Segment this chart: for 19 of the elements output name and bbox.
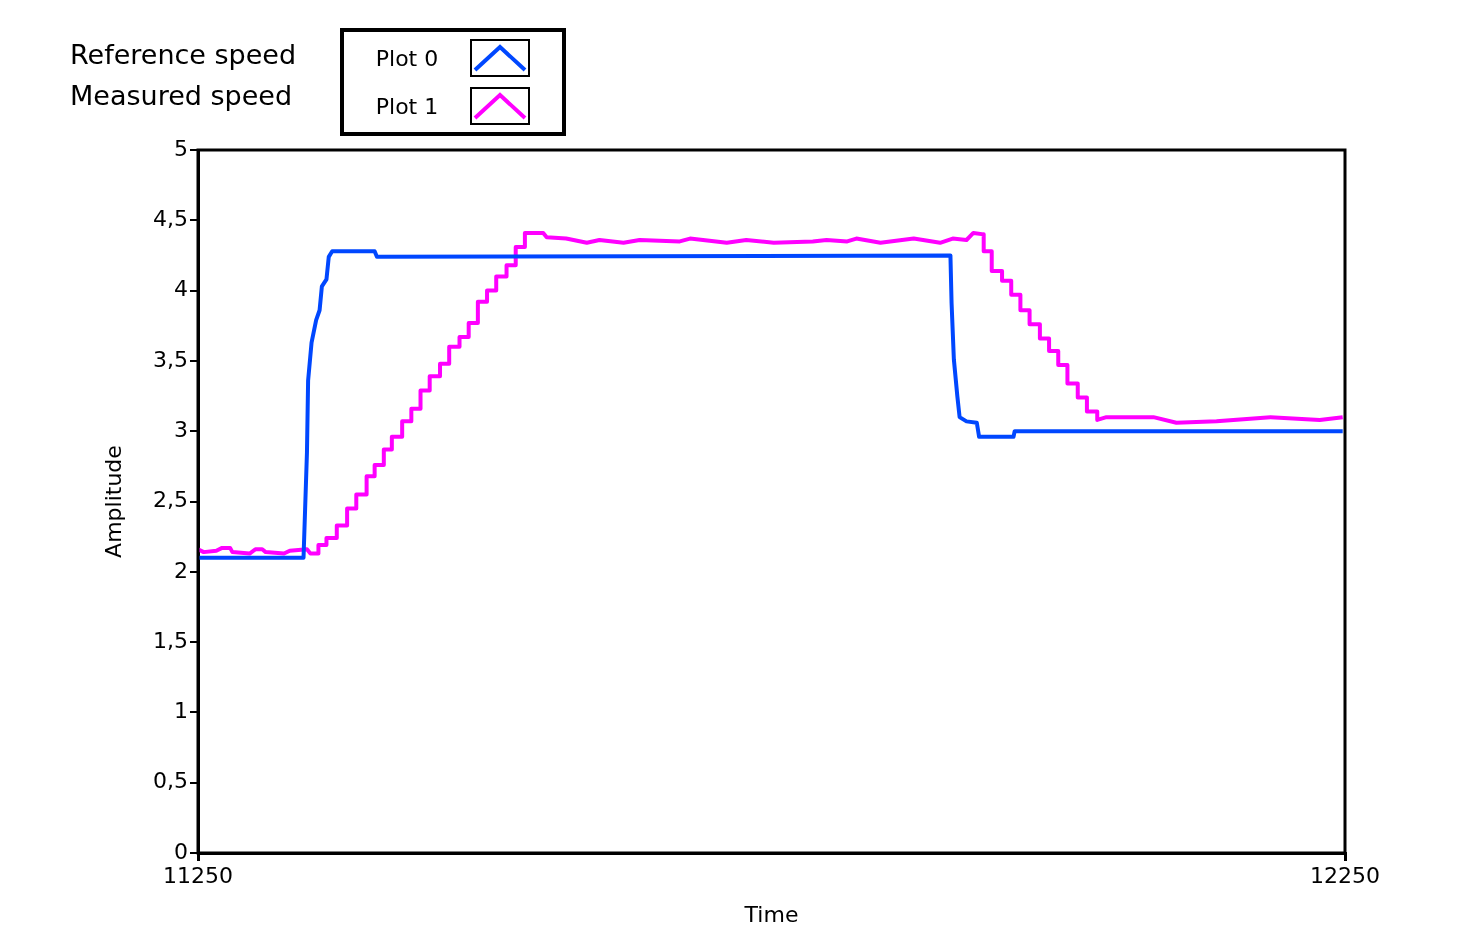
y-tick-label: 3,5 xyxy=(153,346,188,372)
y-tick-label: 2,5 xyxy=(153,487,188,513)
x-tick-label: 12250 xyxy=(1310,862,1380,888)
y-tick-label: 5 xyxy=(174,135,188,161)
y-tick-label: 0 xyxy=(174,838,188,864)
y-axis-title: Amplitude xyxy=(100,445,126,558)
y-tick-label: 4 xyxy=(174,276,188,302)
y-tick-label: 1 xyxy=(174,698,188,724)
y-tick-label: 1,5 xyxy=(153,627,188,653)
y-tick-label: 3 xyxy=(174,416,188,442)
y-tick-label: 0,5 xyxy=(153,768,188,794)
legend-label: Plot 0 xyxy=(374,45,440,71)
text: Measured speed xyxy=(70,79,294,113)
x-tick-label: 11250 xyxy=(163,862,233,888)
legend-label: Plot 1 xyxy=(374,93,440,119)
y-tick-label: 4,5 xyxy=(153,206,188,232)
x-axis-title: Time xyxy=(743,901,799,927)
y-tick-label: 2 xyxy=(174,557,188,583)
text: Reference speed xyxy=(70,38,297,72)
